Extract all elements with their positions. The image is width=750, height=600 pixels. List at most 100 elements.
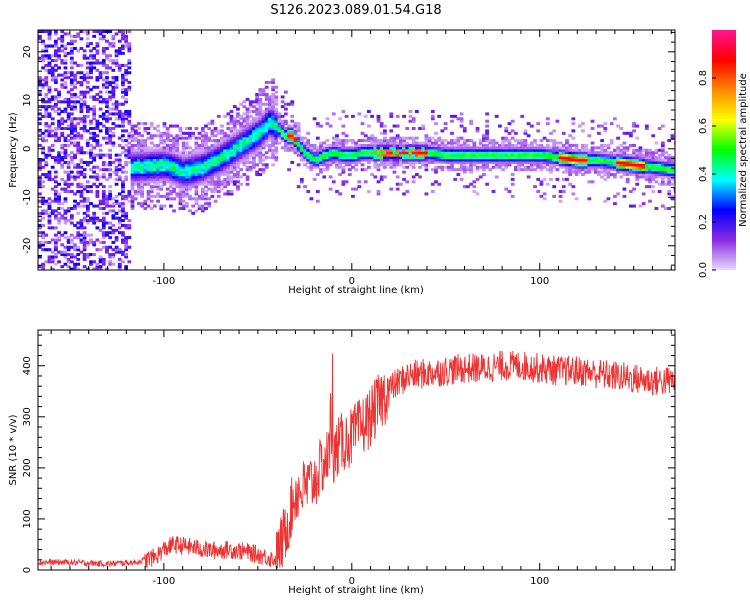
heatmap-cell [47, 32, 52, 36]
heatmap-cell [50, 156, 55, 160]
heatmap-cell [379, 139, 384, 143]
heatmap-cell [287, 168, 291, 172]
heatmap-cell [105, 136, 109, 140]
heatmap-cell [354, 141, 359, 145]
heatmap-cell [124, 78, 129, 82]
heatmap-cell [229, 153, 234, 157]
heatmap-cell [188, 146, 192, 150]
heatmap-cell [159, 175, 164, 179]
heatmap-cell [98, 206, 103, 210]
heatmap-cell [462, 160, 467, 164]
heatmap-cell [82, 199, 87, 203]
heatmap-cell [210, 163, 215, 167]
heatmap-cell [328, 175, 333, 179]
heatmap-cell [130, 158, 135, 162]
heatmap-cell [73, 107, 77, 111]
heatmap-cell [73, 34, 77, 38]
heatmap-cell [568, 160, 573, 164]
heatmap-cell [299, 146, 304, 150]
heatmap-cell [82, 105, 87, 109]
heatmap-cell [89, 126, 93, 130]
heatmap-cell [184, 126, 189, 130]
heatmap-cell [60, 165, 65, 169]
heatmap-cell [127, 219, 132, 223]
heatmap-cell [53, 78, 58, 82]
heatmap-cell [363, 143, 368, 147]
heatmap-cell [63, 160, 68, 164]
heatmap-cell [69, 216, 74, 220]
heatmap-cell [60, 59, 65, 63]
heatmap-cell [382, 143, 387, 147]
heatmap-cell [47, 126, 52, 130]
heatmap-cell [440, 139, 445, 143]
heatmap-cell [644, 165, 649, 169]
heatmap-cell [453, 114, 458, 118]
heatmap-cell [335, 139, 339, 143]
heatmap-cell [98, 37, 103, 41]
heatmap-cell [38, 122, 42, 126]
heatmap-cell [245, 153, 250, 157]
heatmap-cell [207, 182, 212, 186]
heatmap-cell [210, 129, 215, 133]
heatmap-cell [50, 226, 55, 230]
heatmap-cell [408, 163, 413, 167]
heatmap-cell [245, 122, 250, 126]
heatmap-cell [44, 93, 49, 97]
heatmap-cell [245, 131, 250, 135]
heatmap-cell [660, 153, 665, 157]
heatmap-cell [389, 129, 394, 133]
heatmap-cell [453, 146, 458, 150]
heatmap-cell [491, 146, 496, 150]
heatmap-cell [165, 168, 170, 172]
heatmap-cell [79, 76, 84, 80]
heatmap-cell [92, 221, 97, 225]
heatmap-cell [194, 182, 199, 186]
heatmap-cell [57, 156, 61, 160]
heatmap-cell [245, 156, 250, 160]
heatmap-cell [293, 131, 298, 135]
heatmap-cell [114, 76, 119, 80]
heatmap-cell [153, 168, 157, 172]
heatmap-cell [220, 124, 224, 128]
heatmap-cell [542, 192, 547, 196]
heatmap-cell [466, 151, 470, 155]
heatmap-cell [239, 158, 244, 162]
heatmap-cell [44, 30, 49, 34]
heatmap-cell [60, 233, 65, 237]
heatmap-cell [194, 180, 199, 184]
heatmap-cell [245, 177, 250, 181]
heatmap-cell [526, 156, 531, 160]
heatmap-cell [140, 173, 145, 177]
heatmap-cell [389, 141, 394, 145]
heatmap-cell [347, 173, 352, 177]
heatmap-cell [76, 175, 81, 179]
heatmap-cell [165, 143, 170, 147]
heatmap-cell [175, 146, 180, 150]
x-tick-label: -100 [153, 276, 176, 287]
heatmap-cell [140, 202, 145, 206]
heatmap-cell [491, 141, 496, 145]
heatmap-cell [242, 134, 247, 138]
heatmap-cell [137, 187, 141, 191]
heatmap-cell [373, 143, 378, 147]
heatmap-cell [252, 105, 256, 109]
heatmap-cell [85, 61, 90, 65]
heatmap-cell [587, 163, 592, 167]
heatmap-cell [165, 153, 170, 157]
heatmap-cell [98, 248, 103, 252]
heatmap-cell [459, 112, 464, 116]
heatmap-cell [213, 134, 218, 138]
heatmap-cell [549, 151, 553, 155]
heatmap-cell [283, 126, 288, 130]
heatmap-cell [574, 197, 579, 201]
heatmap-cell [453, 151, 458, 155]
heatmap-cell [63, 100, 68, 104]
heatmap-cell [386, 143, 390, 147]
heatmap-cell [411, 143, 416, 147]
heatmap-cell [277, 136, 282, 140]
heatmap-cell [239, 175, 244, 179]
heatmap-cell [53, 170, 58, 174]
heatmap-cell [236, 136, 240, 140]
heatmap-cell [79, 110, 84, 114]
heatmap-cell [207, 146, 212, 150]
